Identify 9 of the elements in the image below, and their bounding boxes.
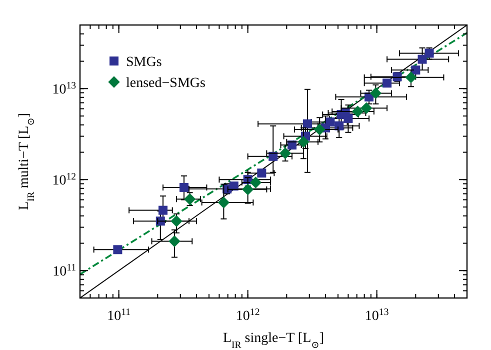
x-tick-label: 10$^{12}$ [236, 306, 260, 324]
x-tick-label: 10$^{11}$ [107, 306, 131, 324]
y-tick-label: 10$^{12}$ [52, 171, 76, 189]
y-tick-label: 10$^{11}$ [52, 262, 76, 280]
x-axis-title: L$_{IR}$ single−T [L$_{⊙}$] [222, 331, 324, 350]
legend-label: SMGs [126, 55, 162, 70]
x-tick-label: 10$^{13}$ [364, 306, 389, 324]
y-tick-label: 10$^{13}$ [52, 80, 76, 98]
legend-label: lensed−SMGs [126, 76, 206, 91]
